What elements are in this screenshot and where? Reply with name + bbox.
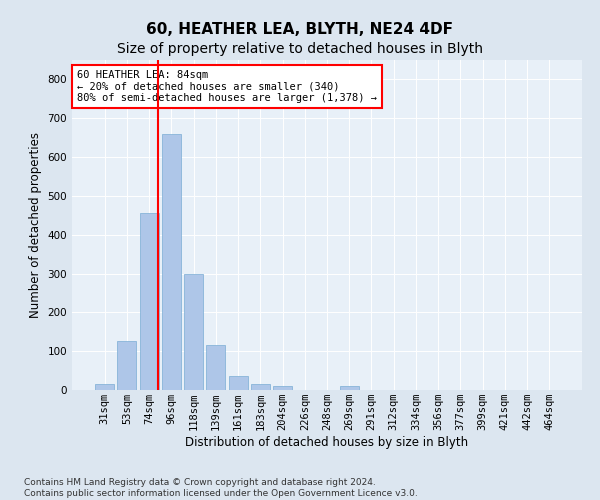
Bar (273, 386, 292, 390)
Bar (229, 376, 248, 390)
Bar (184, 274, 203, 390)
X-axis label: Distribution of detached houses by size in Blyth: Distribution of detached houses by size … (185, 436, 469, 449)
Text: 60, HEATHER LEA, BLYTH, NE24 4DF: 60, HEATHER LEA, BLYTH, NE24 4DF (146, 22, 454, 38)
Bar (251, 384, 270, 390)
Text: 60 HEATHER LEA: 84sqm
← 20% of detached houses are smaller (340)
80% of semi-det: 60 HEATHER LEA: 84sqm ← 20% of detached … (77, 70, 377, 103)
Bar (206, 346, 225, 390)
Y-axis label: Number of detached properties: Number of detached properties (29, 132, 42, 318)
Text: Contains HM Land Registry data © Crown copyright and database right 2024.
Contai: Contains HM Land Registry data © Crown c… (24, 478, 418, 498)
Bar (140, 214, 158, 390)
Bar (118, 342, 136, 390)
Bar (95, 384, 114, 390)
Text: Size of property relative to detached houses in Blyth: Size of property relative to detached ho… (117, 42, 483, 56)
Bar (340, 386, 359, 390)
Bar (162, 134, 181, 390)
